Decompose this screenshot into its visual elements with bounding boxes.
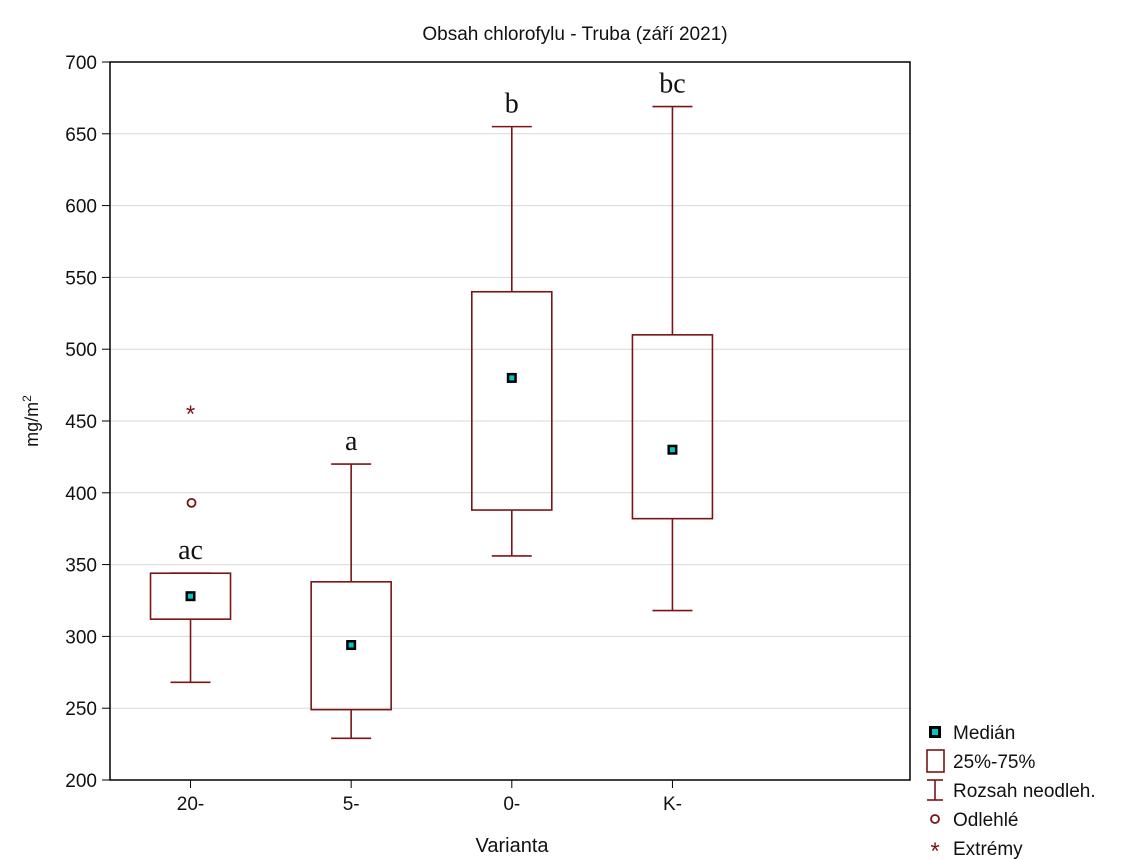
- legend-label: Rozsah neodleh.: [953, 781, 1096, 802]
- median-marker-fill: [669, 447, 675, 453]
- iqr-box: [149, 572, 232, 620]
- legend-label: Odlehlé: [953, 810, 1019, 831]
- iqr-box: [631, 334, 714, 520]
- legend-extreme-icon: *: [930, 838, 939, 859]
- y-axis-title-superscript: 2: [20, 395, 34, 402]
- iqr-box: [471, 290, 553, 511]
- y-axis: 200 250 300 350 400 450 500 550 600 650 700: [65, 53, 110, 792]
- y-tick-label: 350: [65, 556, 97, 577]
- outlier-point: [186, 497, 197, 508]
- legend: Medián 25%-75% Rozsah neodleh. Odlehlé * Extr…: [926, 723, 1096, 859]
- y-tick-label: 200: [65, 771, 97, 792]
- y-axis-title: mg/m2: [20, 395, 42, 447]
- y-tick-label: 300: [65, 627, 97, 648]
- y-tick-label: 550: [65, 268, 97, 289]
- box-20-: * ac: [149, 401, 232, 684]
- plot-frame: [109, 61, 911, 781]
- grid-lines: [110, 133, 910, 709]
- x-axis-title: Varianta: [475, 835, 549, 857]
- legend-label: Medián: [953, 723, 1015, 744]
- y-tick-label: 600: [65, 197, 97, 218]
- box-K-: bc: [631, 69, 714, 612]
- group-label: bc: [659, 69, 685, 100]
- legend-item-median: Medián: [929, 723, 1015, 744]
- y-tick-label: 500: [65, 340, 97, 361]
- y-tick-label: 250: [65, 699, 97, 720]
- x-tick-label: 20-: [177, 794, 204, 815]
- legend-item-outlier: Odlehlé: [930, 810, 1019, 831]
- box-5-: a: [310, 426, 392, 740]
- group-label: ac: [178, 535, 203, 566]
- y-axis-title-main: mg/m: [22, 402, 42, 447]
- x-tick-label: K-: [663, 794, 682, 815]
- legend-box-icon: [926, 749, 945, 773]
- extreme-point: *: [186, 401, 195, 428]
- y-tick-label: 450: [65, 412, 97, 433]
- median-marker-fill: [509, 375, 515, 381]
- box-0-: b: [471, 89, 553, 557]
- chart-title: Obsah chlorofylu - Truba (září 2021): [422, 24, 727, 45]
- legend-item-extreme: * Extrémy: [930, 838, 1023, 859]
- legend-outlier-icon: [930, 814, 940, 824]
- y-tick-label: 400: [65, 484, 97, 505]
- boxes: * ac a b bc: [149, 69, 714, 740]
- y-tick-label: 700: [65, 53, 97, 74]
- legend-item-box: 25%-75%: [926, 749, 1035, 773]
- iqr-box: [310, 581, 392, 711]
- y-tick-label: 650: [65, 125, 97, 146]
- legend-median-icon-fill: [932, 729, 938, 735]
- legend-item-whisker: Rozsah neodleh.: [927, 779, 1096, 802]
- median-marker-fill: [348, 642, 354, 648]
- median-marker-fill: [188, 593, 194, 599]
- x-axis: 20- 5- 0- K-: [177, 780, 682, 815]
- group-label: b: [505, 89, 519, 120]
- x-tick-label: 0-: [503, 794, 520, 815]
- legend-label: 25%-75%: [953, 752, 1035, 773]
- group-label: a: [345, 426, 358, 457]
- x-tick-label: 5-: [343, 794, 360, 815]
- legend-label: Extrémy: [953, 839, 1023, 859]
